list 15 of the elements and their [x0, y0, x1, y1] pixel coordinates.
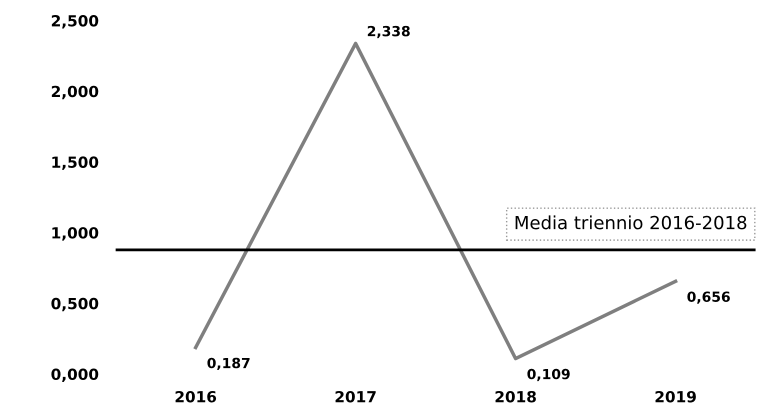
- y-tick-label: 1,500: [52, 156, 98, 170]
- data-label: 0,187: [207, 358, 250, 370]
- data-label: 0,656: [687, 291, 730, 304]
- x-tick-label: 2017: [336, 390, 376, 403]
- ref-line-label: Media triennio 2016-2018: [516, 215, 746, 230]
- y-tick-label: 0,000: [51, 368, 98, 382]
- y-tick-label: 2,500: [52, 15, 98, 29]
- x-tick-label: 2016: [176, 390, 216, 403]
- y-tick-label: 1,000: [52, 227, 98, 241]
- x-tick-label: 2019: [656, 390, 696, 403]
- x-tick-label: 2018: [496, 390, 536, 403]
- y-tick-label: 0,500: [51, 298, 98, 312]
- data-label: 2,338: [368, 26, 410, 38]
- data-label: 0,109: [527, 368, 570, 382]
- y-tick-label: 2,000: [52, 86, 98, 100]
